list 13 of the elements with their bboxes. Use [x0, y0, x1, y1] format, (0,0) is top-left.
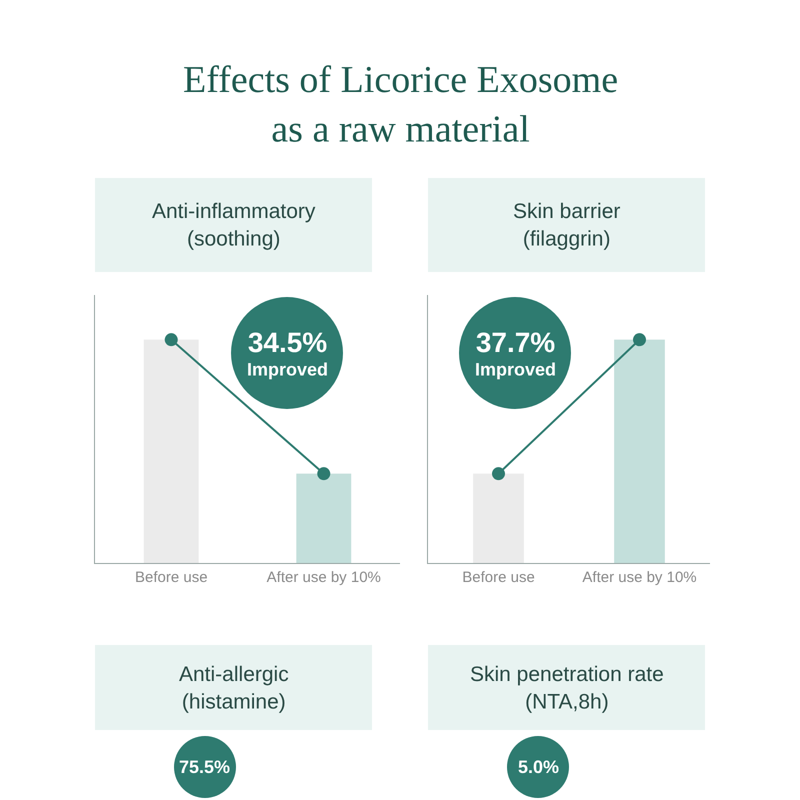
x-tick-label: Before use [462, 569, 535, 586]
text: Skin penetration rate (NTA,8h) [470, 663, 664, 714]
text: 5.0% [518, 757, 560, 777]
x-tick-label: Before use [134, 569, 208, 586]
chart-title: Skin barrier (filaggrin) [513, 200, 620, 250]
annotation: 37.7% Improved [475, 327, 556, 380]
chart-title: Anti-inflammatory (soothing) [152, 200, 316, 250]
x-tick-label: After use by 10% [582, 569, 697, 586]
annotation: 34.5% Improved [247, 327, 328, 380]
text: Anti-allergic (histamine) [179, 663, 289, 714]
text: Effects of Licorice Exosome as a raw material [183, 59, 618, 150]
x-tick-label: After use by 10% [266, 569, 381, 586]
text: 75.5% [179, 757, 230, 777]
